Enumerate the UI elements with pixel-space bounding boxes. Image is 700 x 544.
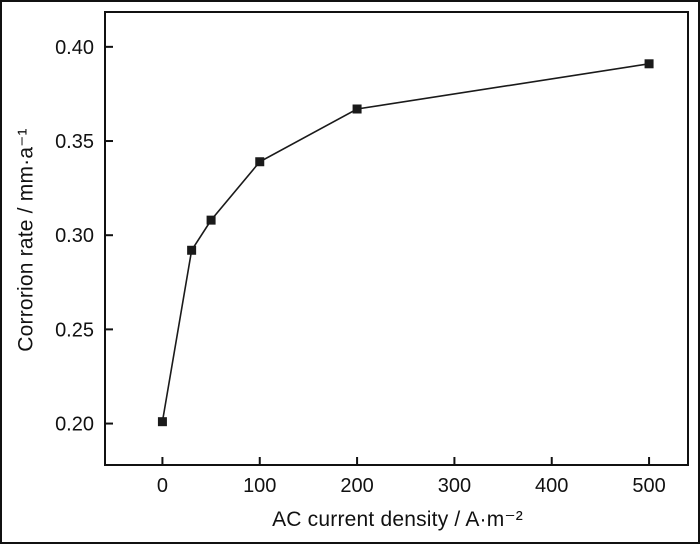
data-point-marker xyxy=(352,104,362,114)
x-tick-label: 200 xyxy=(340,475,373,497)
data-point-marker xyxy=(187,245,197,255)
x-tick-label: 400 xyxy=(535,475,568,497)
data-point-marker xyxy=(157,417,167,427)
x-tick-label: 100 xyxy=(243,475,276,497)
y-axis-label: Corrorion rate / mm·a⁻¹ xyxy=(14,128,38,352)
y-tick-label: 0.20 xyxy=(55,414,94,436)
data-point-marker xyxy=(255,157,265,167)
y-tick-label: 0.35 xyxy=(55,131,94,153)
y-tick-label: 0.25 xyxy=(55,319,94,341)
x-tick-label: 300 xyxy=(438,475,471,497)
x-tick-label: 500 xyxy=(632,475,665,497)
y-tick-label: 0.30 xyxy=(55,225,94,247)
x-axis-label: AC current density / A·m⁻² xyxy=(272,508,523,531)
y-tick-label: 0.40 xyxy=(55,37,94,59)
data-point-marker xyxy=(206,215,216,225)
data-point-marker xyxy=(644,59,654,69)
plot-border xyxy=(104,11,689,466)
series-line xyxy=(161,63,650,422)
x-tick-label: 0 xyxy=(157,475,168,497)
